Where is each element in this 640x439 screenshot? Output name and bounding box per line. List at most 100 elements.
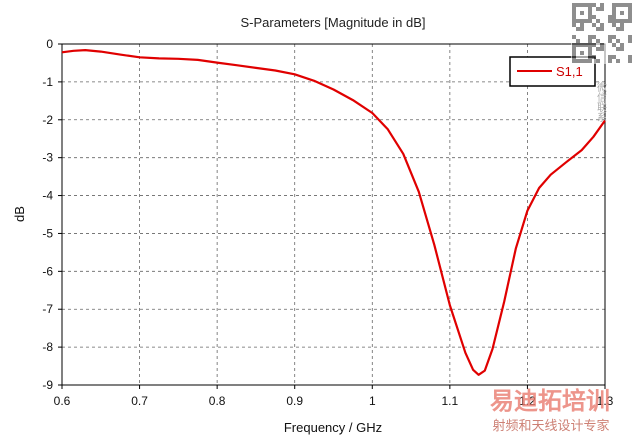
x-tick-label: 0.8 — [209, 394, 226, 408]
y-tick-label: 0 — [46, 37, 53, 51]
qr-module — [620, 3, 624, 7]
qr-module — [580, 19, 584, 23]
qr-module — [588, 15, 592, 19]
grid — [62, 44, 605, 385]
qr-module — [616, 59, 620, 63]
qr-module — [572, 59, 576, 63]
qr-module — [572, 23, 576, 27]
qr-module — [580, 51, 584, 55]
qr-module — [624, 19, 628, 23]
qr-module — [608, 59, 612, 63]
y-tick-label: -2 — [42, 113, 53, 127]
qr-module — [620, 27, 624, 31]
qr-module — [596, 19, 600, 23]
y-tick-label: -1 — [42, 75, 53, 89]
qr-module — [616, 39, 620, 43]
qr-module — [608, 15, 612, 19]
x-tick-label: 1.3 — [597, 394, 614, 408]
qr-module — [616, 47, 620, 51]
qr-module — [608, 39, 612, 43]
qr-module — [572, 7, 576, 11]
y-tick-label: -6 — [42, 264, 53, 278]
y-tick-label: -7 — [42, 302, 53, 316]
qr-module — [588, 39, 592, 43]
series-layer — [61, 49, 606, 376]
qr-module — [612, 7, 616, 11]
qr-module — [628, 55, 632, 59]
qr-module — [572, 11, 576, 15]
qr-module — [600, 27, 604, 31]
axis-ticks: 0.6 0.7 0.8 0.9 1 1.1 1.2 1.3 0 -1 -2 -3 -4 -5 -6 -7 -8 -… — [42, 37, 613, 408]
qr-module — [592, 35, 596, 39]
qr-module — [580, 11, 584, 15]
qr-module — [628, 35, 632, 39]
qr-module — [628, 7, 632, 11]
y-tick-label: -8 — [42, 340, 53, 354]
x-tick-label: 1.2 — [519, 394, 536, 408]
qr-module — [588, 3, 592, 7]
qr-module — [572, 43, 576, 47]
qr-module — [612, 15, 616, 19]
qr-module — [624, 3, 628, 7]
qr-caption: 微信联系 — [595, 81, 607, 122]
series-line-s11 — [61, 49, 606, 376]
x-tick-label: 0.9 — [286, 394, 303, 408]
qr-module — [588, 35, 592, 39]
qr-module — [608, 35, 612, 39]
qr-module — [572, 51, 576, 55]
qr-module — [612, 11, 616, 15]
qr-module — [584, 19, 588, 23]
qr-module — [580, 3, 584, 7]
qr-module — [616, 27, 620, 31]
qr-module — [596, 47, 600, 51]
qr-module — [572, 15, 576, 19]
qr-module — [588, 51, 592, 55]
qr-module — [588, 11, 592, 15]
qr-module — [628, 59, 632, 63]
legend-entry-s11: S1,1 — [556, 64, 583, 79]
qr-module — [612, 23, 616, 27]
qr-module — [592, 15, 596, 19]
qr-module — [572, 47, 576, 51]
y-tick-label: -4 — [42, 189, 53, 203]
qr-module — [588, 7, 592, 11]
qr-module — [596, 27, 600, 31]
qr-module — [580, 43, 584, 47]
qr-module — [580, 23, 584, 27]
qr-module — [600, 3, 604, 7]
y-axis-label: dB — [12, 206, 27, 222]
qr-module — [580, 27, 584, 31]
qr-module — [576, 19, 580, 23]
qr-module — [628, 15, 632, 19]
qr-module — [612, 19, 616, 23]
qr-code-icon — [571, 2, 633, 64]
qr-module — [596, 7, 600, 11]
qr-module — [620, 19, 624, 23]
qr-module — [580, 59, 584, 63]
x-tick-label: 0.6 — [54, 394, 71, 408]
qr-module — [600, 47, 604, 51]
qr-module — [592, 43, 596, 47]
qr-module — [584, 43, 588, 47]
qr-module — [628, 11, 632, 15]
qr-module — [612, 55, 616, 59]
qr-module — [588, 19, 592, 23]
qr-module — [620, 11, 624, 15]
x-axis-label: Frequency / GHz — [284, 420, 382, 435]
x-tick-label: 0.7 — [131, 394, 148, 408]
y-tick-label: -5 — [42, 226, 53, 240]
qr-module — [616, 3, 620, 7]
qr-module — [572, 35, 576, 39]
plot-frame — [61, 43, 606, 386]
qr-module — [612, 3, 616, 7]
x-tick-label: 1.1 — [442, 394, 459, 408]
qr-module — [576, 3, 580, 7]
qr-module — [584, 59, 588, 63]
x-tick-label: 1 — [369, 394, 376, 408]
qr-module — [628, 19, 632, 23]
qr-module — [600, 23, 604, 27]
watermark-title: 易迪拓培训 — [490, 387, 610, 415]
qr-module — [592, 55, 596, 59]
qr-module — [596, 59, 600, 63]
